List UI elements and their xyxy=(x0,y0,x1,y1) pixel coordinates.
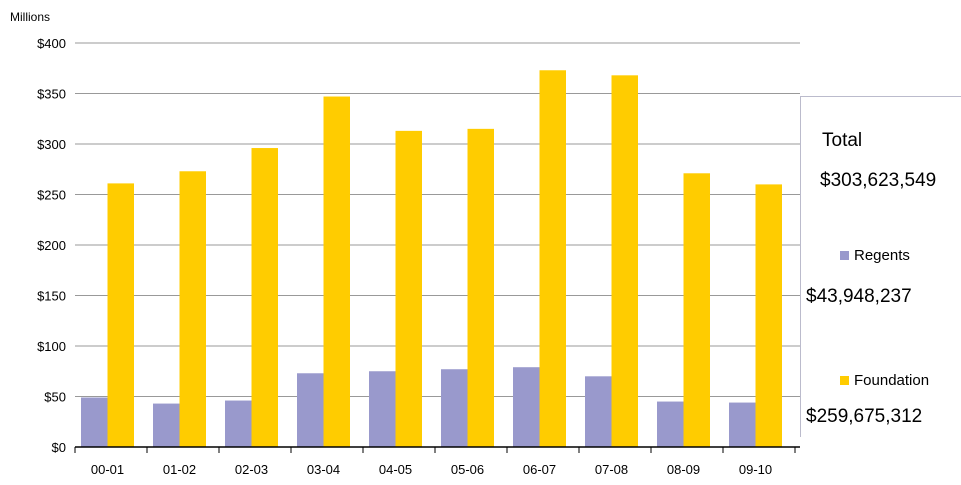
x-tick-label: 09-10 xyxy=(739,462,772,477)
y-tick-label: $400 xyxy=(37,36,66,51)
x-tick-label: 02-03 xyxy=(235,462,268,477)
bar-regents-04-05 xyxy=(369,371,396,447)
bar-regents-02-03 xyxy=(225,400,252,447)
x-tick-label: 00-01 xyxy=(91,462,124,477)
legend-item-regents: Regents xyxy=(840,247,910,264)
y-tick-label: $100 xyxy=(37,339,66,354)
foundation-label: Foundation xyxy=(854,372,930,389)
x-tick-label: 06-07 xyxy=(523,462,556,477)
bar-regents-01-02 xyxy=(153,403,180,447)
bar-regents-07-08 xyxy=(585,376,612,447)
bar-regents-08-09 xyxy=(657,401,684,447)
y-tick-label: $350 xyxy=(37,87,66,102)
y-tick-label: $250 xyxy=(37,188,66,203)
bar-regents-05-06 xyxy=(441,369,468,447)
bar-foundation-06-07 xyxy=(539,70,566,448)
y-tick-label: $0 xyxy=(52,440,66,455)
y-tick-label: $50 xyxy=(44,390,66,405)
bar-foundation-04-05 xyxy=(395,130,422,447)
total-value: $303,623,549 xyxy=(820,170,937,191)
y-tick-label: $150 xyxy=(37,289,66,304)
bar-regents-03-04 xyxy=(297,373,324,447)
bar-foundation-07-08 xyxy=(611,75,638,447)
x-tick-label: 01-02 xyxy=(163,462,196,477)
foundation-swatch xyxy=(840,376,849,385)
bar-foundation-02-03 xyxy=(251,148,278,448)
x-tick-label: 07-08 xyxy=(595,462,628,477)
bars xyxy=(81,70,782,448)
regents-value: $43,948,237 xyxy=(806,286,912,307)
bar-foundation-03-04 xyxy=(323,96,350,447)
total-title: Total xyxy=(822,130,863,151)
x-tick-label: 05-06 xyxy=(451,462,484,477)
regents-swatch xyxy=(840,251,849,260)
x-tick-label: 08-09 xyxy=(667,462,700,477)
bar-regents-00-01 xyxy=(81,397,108,447)
bar-foundation-00-01 xyxy=(107,183,134,447)
y-tick-label: $200 xyxy=(37,238,66,253)
y-tick-label: $300 xyxy=(37,137,66,152)
y-unit-label: Millions xyxy=(10,10,50,24)
bar-regents-06-07 xyxy=(513,367,540,447)
axes xyxy=(74,446,800,453)
bar-foundation-05-06 xyxy=(467,128,494,447)
tick-labels: $0 $50 $100 $150 $200 $250 $300 $350 $400 00-01 01… xyxy=(37,36,772,477)
legend-panel xyxy=(800,96,961,437)
legend-item-foundation: Foundation xyxy=(840,372,929,389)
foundation-value: $259,675,312 xyxy=(806,406,923,427)
bar-regents-09-10 xyxy=(729,402,756,447)
x-tick-label: 04-05 xyxy=(379,462,412,477)
bar-foundation-09-10 xyxy=(755,184,782,447)
x-tick-label: 03-04 xyxy=(307,462,340,477)
regents-label: Regents xyxy=(854,247,910,264)
bar-foundation-01-02 xyxy=(179,171,206,447)
bar-foundation-08-09 xyxy=(683,173,710,448)
